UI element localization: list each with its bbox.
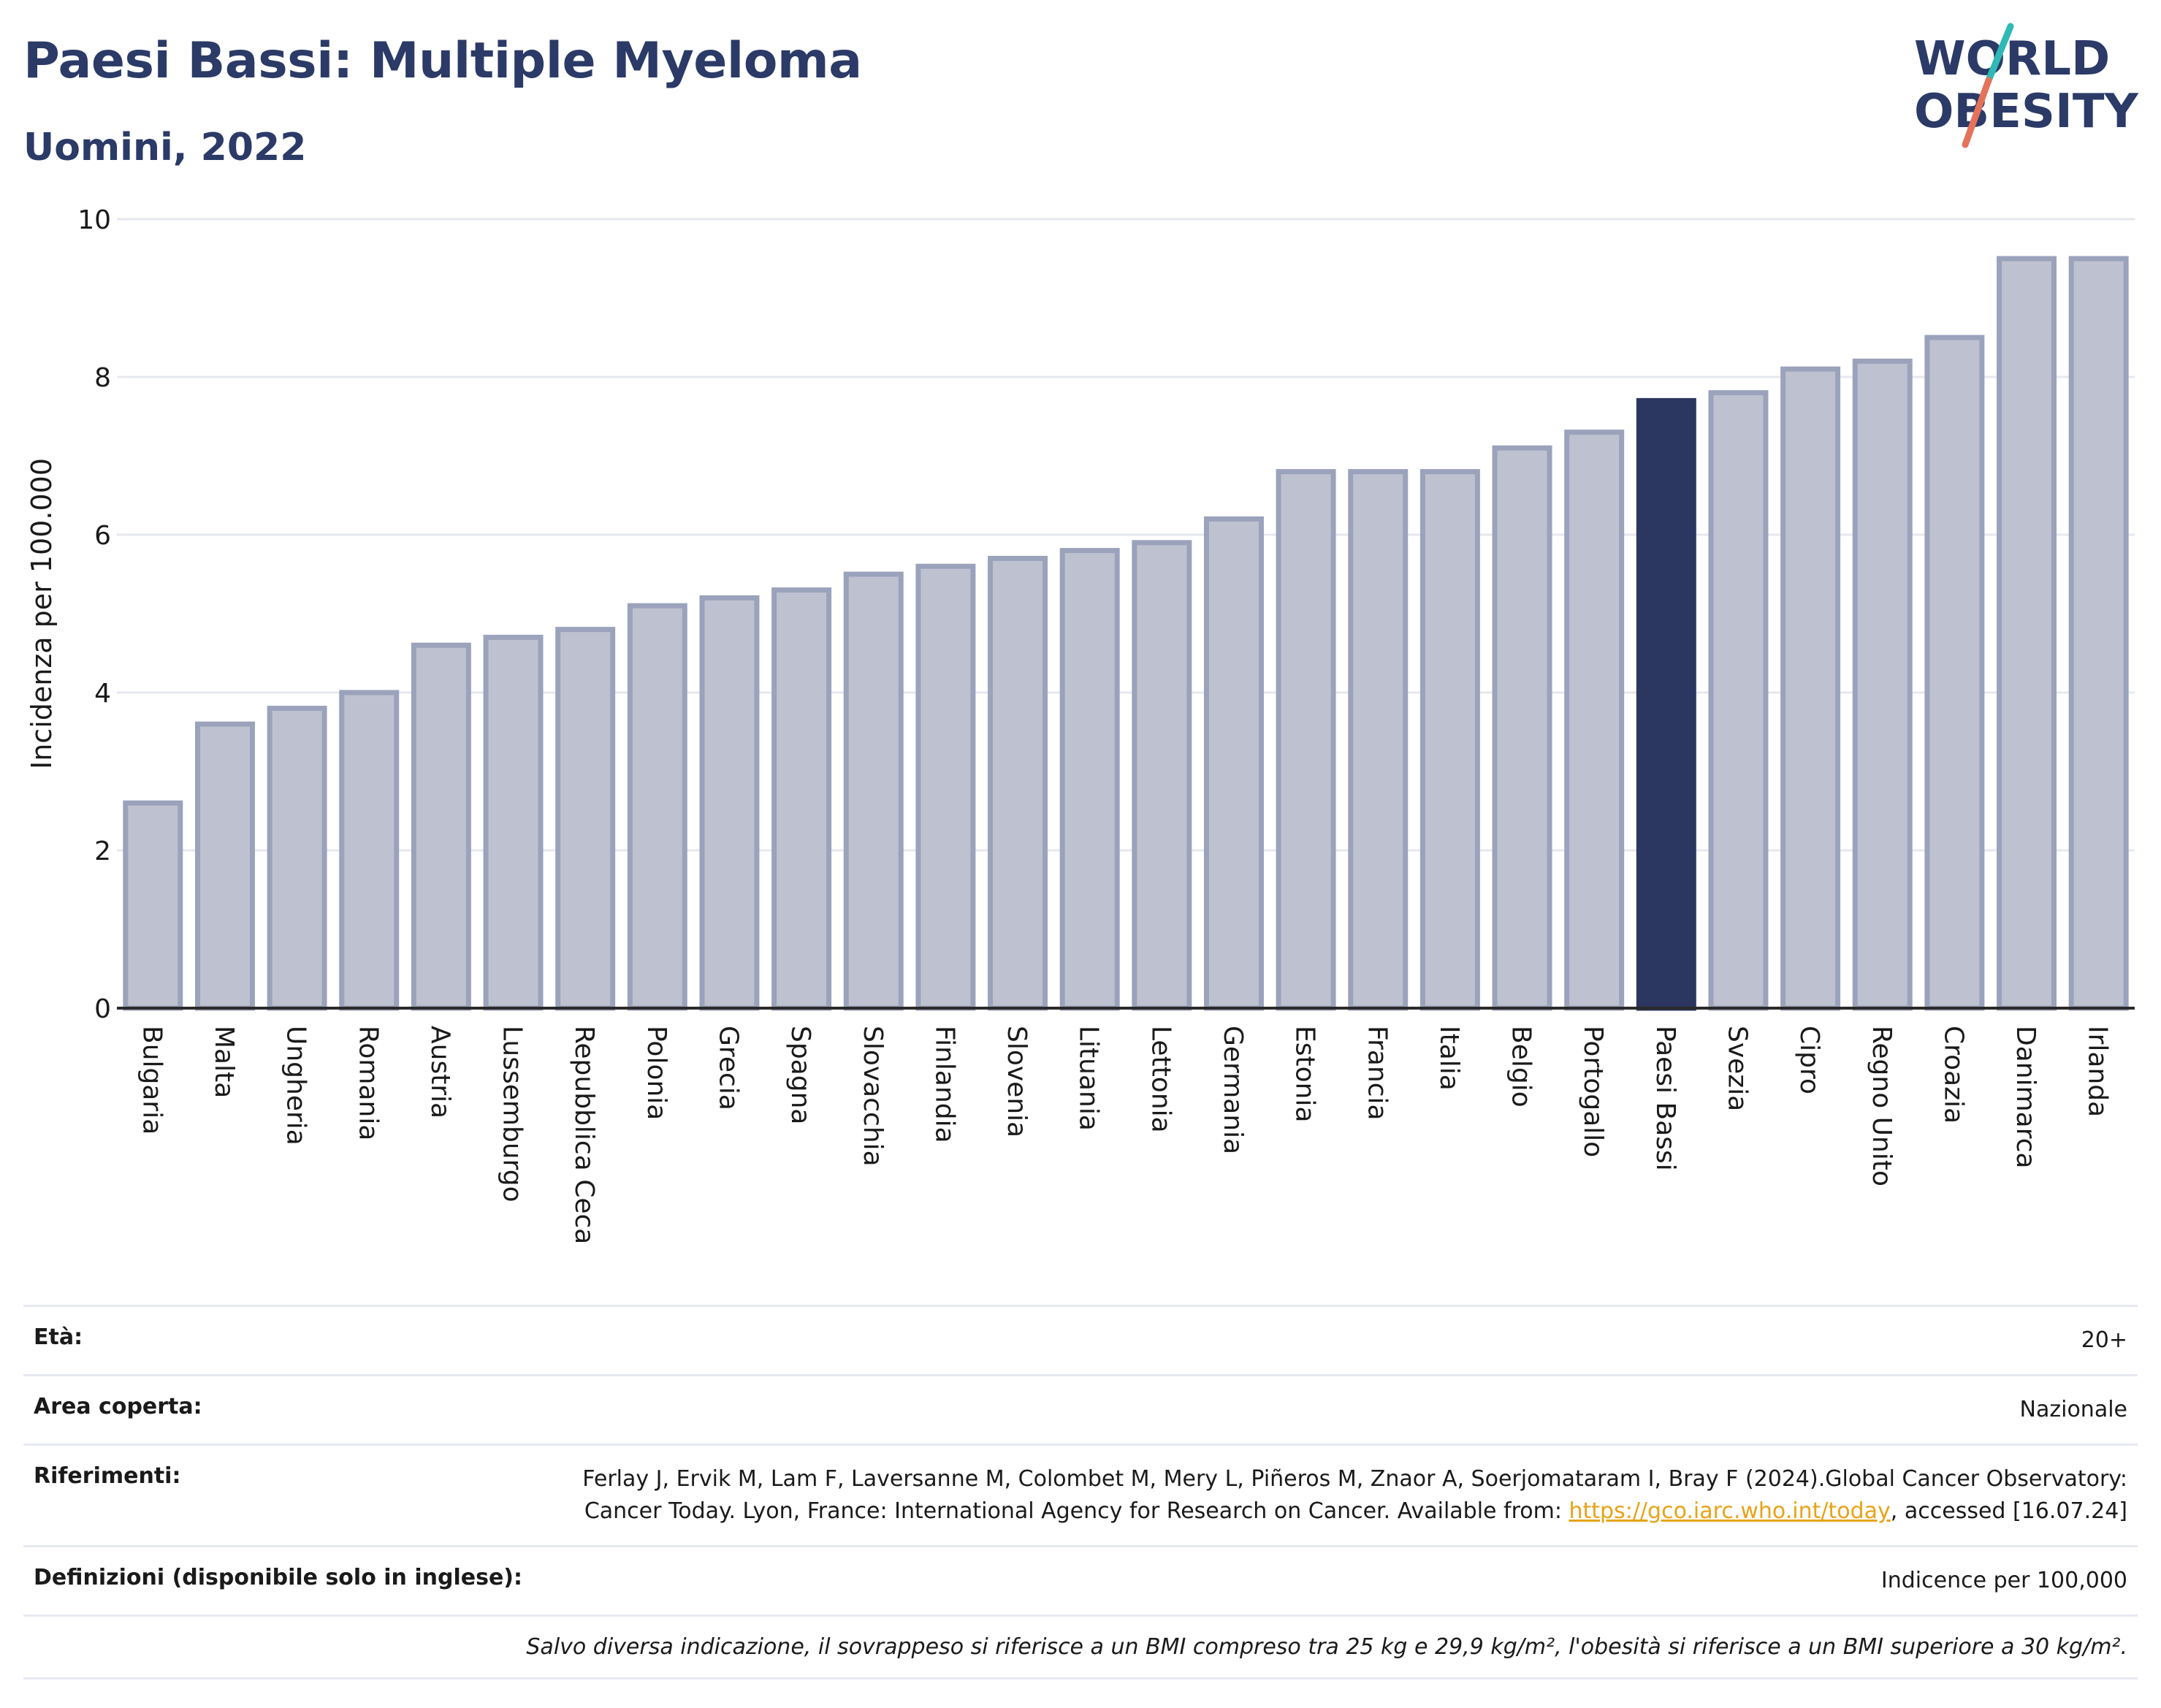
x-tick-label: Lettonia — [1146, 1026, 1175, 1133]
y-axis-label: Incidenza per 100.000 — [26, 458, 58, 769]
reference-link[interactable]: https://gco.iarc.who.int/today — [1569, 1498, 1891, 1524]
y-tick-label: 10 — [77, 205, 111, 235]
logo-slash-teal — [1985, 23, 2014, 84]
bar-italia — [1419, 469, 1480, 1011]
bar-malta — [194, 721, 255, 1011]
x-tick-label: Lussemburgo — [498, 1026, 527, 1202]
bar-repubblica-ceca — [555, 627, 616, 1011]
x-tick-label: Spagna — [785, 1026, 815, 1125]
bar-francia — [1348, 469, 1409, 1011]
bar-chart: 0 2 4 6 8 10 Bulgaria Malta Ungheria Romania Austr… — [26, 205, 2135, 1244]
x-tick-label: Estonia — [1290, 1026, 1320, 1123]
x-tick-label: Svezia — [1722, 1026, 1752, 1111]
reference-text: Ferlay J, Ervik M, Lam F, Laversanne M, … — [582, 1466, 2127, 1524]
x-tick-label: Repubblica Ceca — [569, 1026, 599, 1244]
logo-line1: WORLD — [1914, 32, 2110, 86]
info-row: Area coperta: Nazionale — [23, 1374, 2138, 1445]
bar-slovenia — [988, 555, 1048, 1011]
bar-belgio — [1492, 445, 1552, 1011]
bar-regno-unito — [1852, 358, 1913, 1011]
info-value: Ferlay J, Ervik M, Lam F, Laversanne M, … — [555, 1444, 2138, 1547]
bar-lussemburgo — [483, 634, 544, 1011]
x-tick-label: Belgio — [1506, 1026, 1536, 1107]
info-row: Riferimenti: Ferlay J, Ervik M, Lam F, La… — [23, 1444, 2138, 1547]
note-row: Salvo diversa indicazione, il sovrappeso… — [23, 1614, 2138, 1680]
bar-polonia — [627, 603, 687, 1011]
x-tick-label: Francia — [1362, 1026, 1392, 1121]
x-tick-label: Danimarca — [2011, 1026, 2040, 1169]
y-tick-label: 8 — [94, 363, 111, 393]
x-tick-label: Grecia — [713, 1026, 743, 1110]
x-tick-label: Germania — [1218, 1026, 1248, 1154]
x-tick-label: Slovacchia — [858, 1026, 888, 1167]
x-tick-label: Italia — [1434, 1026, 1464, 1091]
bar-estonia — [1276, 469, 1336, 1011]
bar-croazia — [1924, 335, 1985, 1011]
logo-slash-coral — [1962, 77, 1992, 148]
x-tick-label: Finlandia — [929, 1026, 959, 1143]
info-value: 20+ — [555, 1305, 2138, 1376]
info-value: Nazionale — [555, 1374, 2138, 1445]
bar-finlandia — [915, 563, 976, 1011]
chart-title: Paesi Bassi: Multiple Myeloma — [23, 32, 862, 90]
x-tick-label: Slovenia — [1002, 1026, 1032, 1137]
x-tick-label: Croazia — [1938, 1026, 1968, 1124]
info-row: Età: 20+ — [23, 1305, 2138, 1376]
world-obesity-logo: WORLD OBESITY — [1914, 23, 2138, 148]
bars — [123, 256, 2129, 1011]
x-tick-label: Cipro — [1794, 1026, 1824, 1094]
bar-austria — [411, 642, 471, 1011]
bar-slovacchia — [843, 571, 904, 1011]
bmi-note: Salvo diversa indicazione, il sovrappeso… — [23, 1614, 2138, 1680]
info-table: Età: 20+ Area coperta: Nazionale Riferimenti… — [23, 1305, 2138, 1680]
bar-portogallo — [1564, 430, 1625, 1011]
bar-spagna — [771, 587, 832, 1011]
bar-cipro — [1780, 366, 1841, 1011]
bar-germania — [1203, 516, 1264, 1011]
y-tick-label: 0 — [94, 994, 111, 1024]
logo-line2: OBESITY — [1914, 85, 2138, 139]
y-tick-label: 6 — [94, 521, 111, 551]
x-tick-label: Paesi Bassi — [1650, 1026, 1680, 1171]
x-tick-label: Bulgaria — [137, 1026, 167, 1135]
bar-paesi-bassi — [1636, 397, 1696, 1011]
bar-irlanda — [2068, 256, 2129, 1011]
x-tick-label: Portogallo — [1578, 1026, 1608, 1157]
bar-svezia — [1708, 390, 1769, 1011]
y-tick-label: 2 — [94, 836, 111, 866]
x-tick-label: Regno Unito — [1867, 1026, 1897, 1186]
x-tick-label: Malta — [209, 1026, 239, 1098]
chart-subtitle: Uomini, 2022 — [23, 126, 307, 169]
x-tick-label: Irlanda — [2083, 1026, 2113, 1117]
x-tick-label: Romania — [353, 1026, 383, 1140]
x-tick-label: Polonia — [641, 1026, 671, 1120]
x-tick-label: Ungheria — [281, 1026, 311, 1145]
info-label: Area coperta: — [23, 1374, 555, 1445]
bar-lettonia — [1132, 540, 1192, 1011]
bar-grecia — [699, 595, 760, 1011]
bar-danimarca — [1997, 256, 2057, 1011]
reference-accessed: , accessed [16.07.24] — [1890, 1498, 2127, 1524]
bar-lituania — [1059, 548, 1120, 1011]
bar-romania — [339, 690, 400, 1011]
info-row: Definizioni (disponibile solo in inglese… — [23, 1545, 2138, 1616]
axes: 0 2 4 6 8 10 Bulgaria Malta Ungheria Romania Austr… — [77, 205, 2135, 1244]
info-label: Età: — [23, 1305, 555, 1376]
bar-bulgaria — [123, 800, 183, 1011]
x-tick-label: Lituania — [1074, 1026, 1104, 1131]
info-label: Riferimenti: — [23, 1444, 555, 1547]
info-value: Indicence per 100,000 — [555, 1545, 2138, 1616]
info-label: Definizioni (disponibile solo in inglese… — [23, 1545, 555, 1616]
bar-ungheria — [267, 706, 327, 1011]
y-tick-label: 4 — [94, 679, 111, 709]
x-tick-label: Austria — [425, 1026, 455, 1118]
